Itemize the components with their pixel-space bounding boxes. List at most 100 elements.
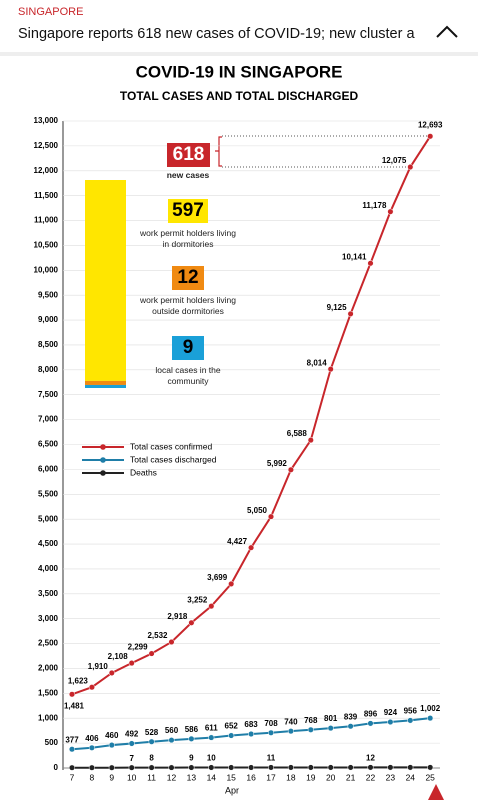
x-tick-label: 14 xyxy=(207,772,217,782)
data-label: 740 xyxy=(284,717,298,726)
data-point xyxy=(267,729,275,736)
data-point xyxy=(387,208,394,215)
data-label: 8 xyxy=(149,754,154,763)
data-label: 1,481 xyxy=(64,701,85,710)
x-tick-label: 17 xyxy=(266,772,276,782)
x-tick-label: 22 xyxy=(366,772,376,782)
data-label: 560 xyxy=(165,726,179,735)
data-point xyxy=(307,764,314,771)
y-tick-label: 13,000 xyxy=(34,116,59,125)
segment-box: 12 xyxy=(172,266,204,290)
y-tick-label: 1,500 xyxy=(38,688,59,697)
x-tick-label: 24 xyxy=(406,772,416,782)
y-tick-label: 10,000 xyxy=(34,265,59,274)
breakdown-segment xyxy=(85,180,126,381)
data-label: 3,699 xyxy=(207,573,228,582)
data-label: 460 xyxy=(105,731,119,740)
data-label: 4,427 xyxy=(227,537,248,546)
data-label: 12,693 xyxy=(418,120,443,129)
legend-label: Deaths xyxy=(130,467,157,477)
data-point xyxy=(228,580,235,587)
data-point xyxy=(88,764,95,771)
data-label: 2,299 xyxy=(128,643,149,652)
data-point xyxy=(327,764,334,771)
y-tick-label: 7,000 xyxy=(38,415,59,424)
segment-box: 9 xyxy=(172,336,204,360)
data-label: 956 xyxy=(404,707,418,716)
data-point xyxy=(228,764,235,771)
x-tick-label: 11 xyxy=(147,772,156,782)
data-label: 1,623 xyxy=(68,676,89,685)
data-point xyxy=(287,466,294,473)
data-label: 611 xyxy=(205,724,218,733)
data-point xyxy=(427,764,434,771)
data-point xyxy=(307,437,314,444)
data-label: 768 xyxy=(304,716,318,725)
x-tick-label: 20 xyxy=(326,772,336,782)
x-tick-label: 12 xyxy=(167,772,177,782)
x-tick-label: 16 xyxy=(246,772,256,782)
chart-title: COVID-19 IN SINGAPORE xyxy=(136,62,343,81)
legend-marker xyxy=(100,457,106,463)
data-point xyxy=(407,717,414,724)
data-point xyxy=(148,764,155,771)
legend-marker xyxy=(100,444,106,450)
data-point xyxy=(407,764,414,771)
data-label: 377 xyxy=(65,735,79,744)
chart-subtitle: TOTAL CASES AND TOTAL DISCHARGED xyxy=(120,89,359,103)
data-point xyxy=(68,746,76,753)
data-label: 3,252 xyxy=(187,595,208,604)
y-tick-label: 2,500 xyxy=(38,639,59,648)
bracket xyxy=(215,136,222,167)
x-tick-label: 9 xyxy=(109,772,114,782)
data-point xyxy=(128,660,135,667)
data-point xyxy=(208,603,215,610)
total-box: 618 xyxy=(167,143,210,167)
data-label: 586 xyxy=(185,725,199,734)
segment-caption: local cases in the community xyxy=(155,365,221,386)
total-caption: new cases xyxy=(166,170,210,180)
data-point xyxy=(168,764,175,771)
data-point xyxy=(128,764,135,771)
y-tick-label: 0 xyxy=(54,763,59,772)
y-tick-label: 5,000 xyxy=(38,514,59,523)
data-point xyxy=(427,715,434,722)
logo xyxy=(428,784,444,800)
collapse-icon[interactable] xyxy=(436,25,458,38)
y-tick-label: 7,500 xyxy=(38,390,59,399)
y-tick-label: 12,500 xyxy=(34,141,59,150)
data-label: 1,002 xyxy=(420,704,441,713)
legend-marker xyxy=(100,470,106,476)
y-tick-label: 10,500 xyxy=(34,241,59,250)
data-point xyxy=(208,734,215,741)
data-label: 5,050 xyxy=(247,506,268,515)
breakdown-segment xyxy=(85,380,126,385)
data-point xyxy=(108,764,115,771)
data-label: 10 xyxy=(207,754,216,763)
data-label: 406 xyxy=(85,734,99,743)
data-point xyxy=(248,764,255,771)
data-point xyxy=(267,513,275,520)
data-label: 6,588 xyxy=(287,429,308,438)
data-label: 10,141 xyxy=(342,252,367,261)
data-point xyxy=(367,260,374,267)
data-label: 11,178 xyxy=(362,201,387,210)
y-tick-label: 8,500 xyxy=(38,340,59,349)
data-point xyxy=(267,764,275,771)
segment-caption: work permit holders living in dormitorie… xyxy=(140,228,236,249)
data-point xyxy=(287,728,294,735)
y-tick-label: 3,000 xyxy=(38,614,59,623)
data-label: 708 xyxy=(264,719,278,728)
y-tick-label: 12,000 xyxy=(34,166,59,175)
divider xyxy=(0,52,478,56)
section-label: SINGAPORE xyxy=(18,6,84,18)
data-label: 924 xyxy=(384,708,398,717)
data-point xyxy=(387,764,394,771)
data-label: 652 xyxy=(225,722,239,731)
data-point xyxy=(347,764,354,771)
y-tick-label: 11,500 xyxy=(34,191,59,200)
data-label: 683 xyxy=(244,720,258,729)
x-tick-label: 10 xyxy=(127,772,137,782)
headline[interactable]: Singapore reports 618 new cases of COVID… xyxy=(18,26,415,42)
